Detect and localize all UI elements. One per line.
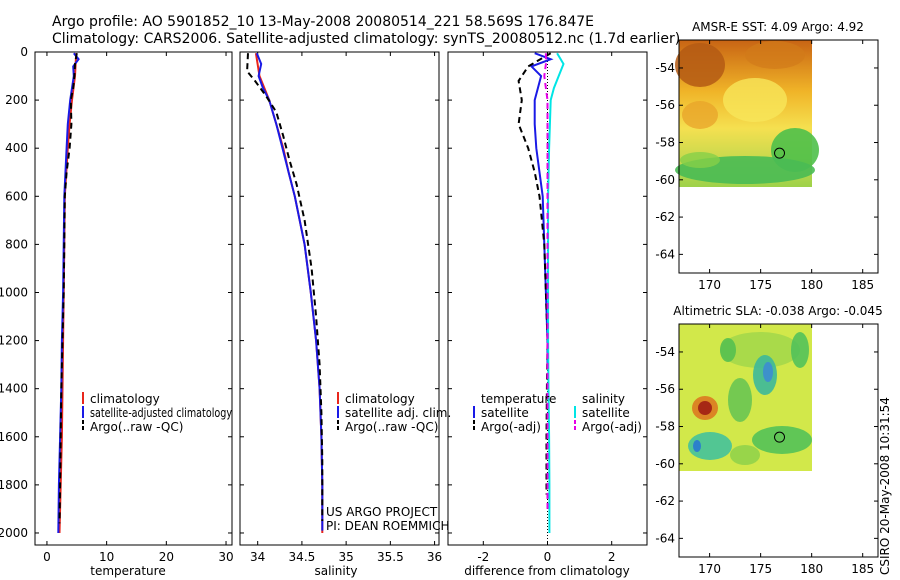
difference-temperature-argo-line xyxy=(517,52,552,495)
legend-label-argo: Argo(..raw -QC) xyxy=(345,420,438,434)
lon-tick-label: 170 xyxy=(698,278,721,292)
lat-tick-label: -62 xyxy=(655,210,675,224)
header-line2: Climatology: CARS2006. Satellite-adjuste… xyxy=(52,31,680,47)
salinity-satellite-line xyxy=(255,52,324,531)
x-tick-label: 2 xyxy=(608,550,616,564)
salinity-x-axis: 34 34.5 35 35.5 36 xyxy=(240,51,442,564)
lat-tick-label: -58 xyxy=(655,136,675,150)
lat-tick-label: -56 xyxy=(655,382,675,396)
depth-tick-label: 1600 xyxy=(0,430,28,444)
sla-field-patches xyxy=(688,332,812,465)
salinity-climatology-line xyxy=(254,53,324,533)
depth-tick-label: 200 xyxy=(5,93,28,107)
x-tick-label: 35.5 xyxy=(377,550,404,564)
lat-tick-label: -62 xyxy=(655,494,675,508)
salinity-argo-line xyxy=(246,53,324,521)
depth-tick-label: 1200 xyxy=(0,334,28,348)
header-line1: Argo profile: AO 5901852_10 13-May-2008 … xyxy=(52,14,594,30)
credit-timestamp: CSIRO 20-May-2008 10:31:54 xyxy=(878,397,892,575)
lat-tick-label: -54 xyxy=(655,61,675,75)
x-tick-label: 10 xyxy=(99,550,114,564)
depth-tick-label: 1800 xyxy=(0,478,28,492)
sst-map-frame xyxy=(678,39,879,274)
depth-tick-label: 2000 xyxy=(0,526,28,540)
sst-map: AMSR-E SST: 4.09 Argo: 4.92 170 175 180 185… xyxy=(655,20,879,292)
pi-annotation: PI: DEAN ROEMMICH xyxy=(326,519,449,533)
argo-position-marker xyxy=(774,431,786,443)
sla-map-title: Altimetric SLA: -0.038 Argo: -0.045 xyxy=(673,304,882,318)
lon-tick-label: 185 xyxy=(851,562,874,576)
legend-label-satellite: satellite adj. clim. xyxy=(345,406,451,420)
depth-tick-label: 1000 xyxy=(0,285,28,299)
difference-legend: temperature salinity satellite Argo(-adj… xyxy=(473,392,642,434)
lon-tick-label: 170 xyxy=(698,562,721,576)
depth-tick-label: 0 xyxy=(20,45,28,59)
legend-header-temperature: temperature xyxy=(481,392,556,406)
x-tick-label: 36 xyxy=(427,550,442,564)
temperature-panel-frame xyxy=(34,51,233,546)
depth-tick-label: 800 xyxy=(5,237,28,251)
legend-label-climatology: climatology xyxy=(345,392,415,406)
legend-label-climatology: climatology xyxy=(90,392,160,406)
argo-position-marker xyxy=(774,147,786,159)
project-annotation: US ARGO PROJECT xyxy=(326,505,438,519)
x-tick-label: 0 xyxy=(43,550,51,564)
lat-tick-label: -54 xyxy=(655,345,675,359)
lon-tick-label: 180 xyxy=(800,562,823,576)
depth-axis: 0 200 400 600 800 1000 1200 1400 1600 1800 2000 xyxy=(0,45,28,540)
temperature-argo-line xyxy=(58,53,78,524)
sst-field-patches xyxy=(675,41,819,184)
x-tick-label: -2 xyxy=(477,550,489,564)
legend-label-salinity-argo: Argo(-adj) xyxy=(582,420,642,434)
temperature-x-label: temperature xyxy=(90,564,165,578)
salinity-x-label: salinity xyxy=(314,564,357,578)
x-tick-label: 20 xyxy=(159,550,174,564)
difference-salinity-argo-line xyxy=(543,53,549,509)
depth-tick-label: 400 xyxy=(5,141,28,155)
lat-tick-label: -58 xyxy=(655,420,675,434)
lon-tick-label: 175 xyxy=(749,278,772,292)
x-tick-label: 35 xyxy=(338,550,353,564)
difference-x-label: difference from climatology xyxy=(464,564,630,578)
legend-label-temperature-satellite: satellite xyxy=(481,406,529,420)
sla-map: Altimetric SLA: -0.038 Argo: -0.045 170 1… xyxy=(655,304,882,576)
lat-tick-label: -64 xyxy=(655,247,675,261)
legend-label-satellite: satellite-adjusted climatology xyxy=(90,406,232,420)
temperature-legend: climatology satellite-adjusted climatolo… xyxy=(82,392,232,434)
lon-tick-label: 185 xyxy=(851,278,874,292)
legend-header-salinity: salinity xyxy=(582,392,625,406)
sla-map-axes: 170 175 180 185 -54 -56 -58 -60 -62 -64 xyxy=(655,324,878,576)
salinity-panel-frame xyxy=(239,51,440,546)
x-tick-label: 30 xyxy=(218,550,233,564)
depth-tick-label: 1400 xyxy=(0,382,28,396)
sst-map-title: AMSR-E SST: 4.09 Argo: 4.92 xyxy=(692,20,864,34)
depth-tick-label: 600 xyxy=(5,189,28,203)
sla-map-frame xyxy=(678,323,879,558)
x-tick-label: 34 xyxy=(250,550,265,564)
difference-salinity-satellite-line xyxy=(547,52,565,533)
legend-label-argo: Argo(..raw -QC) xyxy=(90,420,183,434)
temperature-x-axis: 0 10 20 30 xyxy=(35,51,234,564)
difference-x-axis: -2 0 2 xyxy=(448,51,647,564)
sst-map-axes: 170 175 180 185 -54 -56 -58 -60 -62 -64 xyxy=(655,40,878,292)
x-tick-label: 0 xyxy=(544,550,552,564)
legend-label-temperature-argo: Argo(-adj) xyxy=(481,420,541,434)
x-tick-label: 34.5 xyxy=(289,550,316,564)
legend-label-salinity-satellite: satellite xyxy=(582,406,630,420)
lon-tick-label: 175 xyxy=(749,562,772,576)
lat-tick-label: -60 xyxy=(655,173,675,187)
lat-tick-label: -60 xyxy=(655,457,675,471)
salinity-legend: climatology satellite adj. clim. Argo(..… xyxy=(337,392,451,434)
lon-tick-label: 180 xyxy=(800,278,823,292)
lat-tick-label: -56 xyxy=(655,98,675,112)
lat-tick-label: -64 xyxy=(655,531,675,545)
